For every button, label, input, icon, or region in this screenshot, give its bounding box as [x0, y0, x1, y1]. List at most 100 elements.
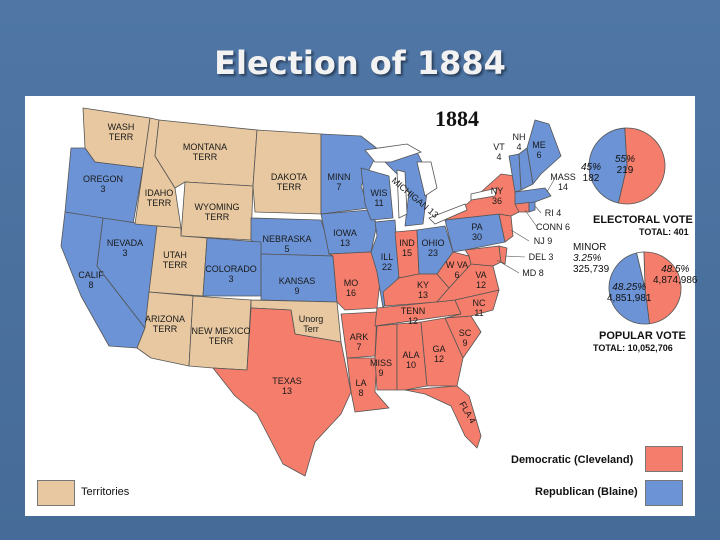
- lake-michigan: [396, 169, 408, 219]
- state-votes: 12: [408, 316, 418, 326]
- state-label: WIS: [371, 188, 388, 198]
- map-year: 1884: [435, 106, 479, 131]
- electoral-dem-votes: 219: [616, 165, 634, 176]
- state-votes: TERR: [209, 336, 234, 346]
- popular-vote-pie: [608, 251, 682, 325]
- state-votes: TERR: [153, 324, 178, 334]
- state-votes: 15: [402, 248, 412, 258]
- popular-minor-name: MINOR: [573, 242, 607, 253]
- state-votes: 10: [406, 360, 416, 370]
- state-label: TEXAS: [272, 376, 302, 386]
- state-votes: 12: [434, 354, 444, 364]
- state-label: COLORADO: [205, 264, 257, 274]
- popular-rep-votes: 4,851,981: [607, 293, 652, 304]
- state-votes: Terr: [303, 324, 319, 334]
- state-miss: [374, 323, 398, 391]
- state-votes: 13: [282, 386, 292, 396]
- state-votes: 5: [284, 244, 289, 254]
- state-label: IND: [399, 238, 415, 248]
- state-label: OREGON: [83, 174, 123, 184]
- leader-md: [496, 259, 520, 274]
- state-label: MO: [344, 278, 359, 288]
- popular-minor-label: MINOR 3.25% 325,739: [573, 242, 609, 275]
- state-label: UTAH: [163, 250, 187, 260]
- popular-dem-votes: 4,874,986: [653, 275, 698, 286]
- state-label: DAKOTA: [271, 172, 307, 182]
- popular-rep-pct: 48.25%: [612, 282, 647, 293]
- electoral-pie-dem-slice: [617, 127, 666, 205]
- state-label: KY: [417, 280, 429, 290]
- state-votes: TERR: [147, 198, 172, 208]
- state-label: NEBRASKA: [262, 234, 311, 244]
- state-votes: 6: [454, 270, 459, 280]
- state-label: NY: [491, 186, 504, 196]
- popular-rep-label: 48.25% 4,851,981: [607, 282, 652, 304]
- map-frame: WASH TERR OREGON 3 CALIF 8 NEVADA 3 IDAHO TER…: [25, 96, 698, 516]
- electoral-dem-label: 55% 219: [615, 154, 635, 176]
- state-votes: TERR: [163, 260, 188, 270]
- legend-swatch-democratic: [645, 446, 683, 472]
- popular-dem-pct: 48.5%: [661, 264, 690, 275]
- state-votes: 3: [228, 274, 233, 284]
- state-ala: [396, 321, 428, 391]
- state-label: ARK: [350, 332, 369, 342]
- state-votes: 7: [356, 342, 361, 352]
- popular-pie-minor-slice: [636, 251, 646, 289]
- state-votes: 7: [336, 182, 341, 192]
- leader-mass: [546, 177, 556, 193]
- state-label: NH: [513, 132, 526, 142]
- state-label: MONTANA: [183, 142, 227, 152]
- state-iowa: [320, 209, 378, 255]
- state-label: RI 4: [545, 208, 562, 218]
- great-lakes: [364, 143, 498, 225]
- state-votes: 3: [100, 184, 105, 194]
- popular-minor-votes: 325,739: [573, 264, 610, 275]
- election-map: WASH TERR OREGON 3 CALIF 8 NEVADA 3 IDAHO TER…: [60, 107, 682, 477]
- state-votes: 14: [558, 182, 568, 192]
- popular-caption: POPULAR VOTE TOTAL: 10,052,706: [593, 330, 686, 354]
- state-wis: [360, 167, 394, 221]
- state-label: TENN: [401, 306, 426, 316]
- popular-pie-rep-slice: [608, 252, 650, 325]
- electoral-caption: ELECTORAL VOTE TOTAL: 401: [593, 214, 693, 238]
- state-votes: 9: [294, 286, 299, 296]
- electoral-vote-pie: [588, 127, 666, 205]
- state-label: NJ 9: [534, 236, 553, 246]
- leader-ri: [534, 205, 542, 214]
- legend-label-territories: Territories: [81, 486, 130, 498]
- state-label: ARIZONA: [145, 314, 185, 324]
- state-label: MISS: [370, 358, 392, 368]
- state-votes: 8: [358, 388, 363, 398]
- state-votes: 12: [476, 280, 486, 290]
- state-label: VA: [475, 270, 486, 280]
- state-del: [498, 245, 508, 265]
- svg-text:W VA6: W VA 6: [446, 260, 468, 280]
- state-votes: 9: [462, 338, 467, 348]
- state-label: OHIO: [421, 238, 444, 248]
- state-votes: TERR: [109, 132, 134, 142]
- state-votes: 16: [346, 288, 356, 298]
- state-votes: 4: [516, 142, 521, 152]
- electoral-caption-title: ELECTORAL VOTE: [593, 214, 693, 226]
- popular-minor-pct: 3.25%: [573, 253, 602, 264]
- leader-nj: [510, 229, 530, 242]
- state-label: IDAHO: [145, 188, 174, 198]
- state-votes: 11: [474, 308, 483, 318]
- state-votes: TERR: [193, 152, 218, 162]
- leader-conn: [524, 209, 538, 228]
